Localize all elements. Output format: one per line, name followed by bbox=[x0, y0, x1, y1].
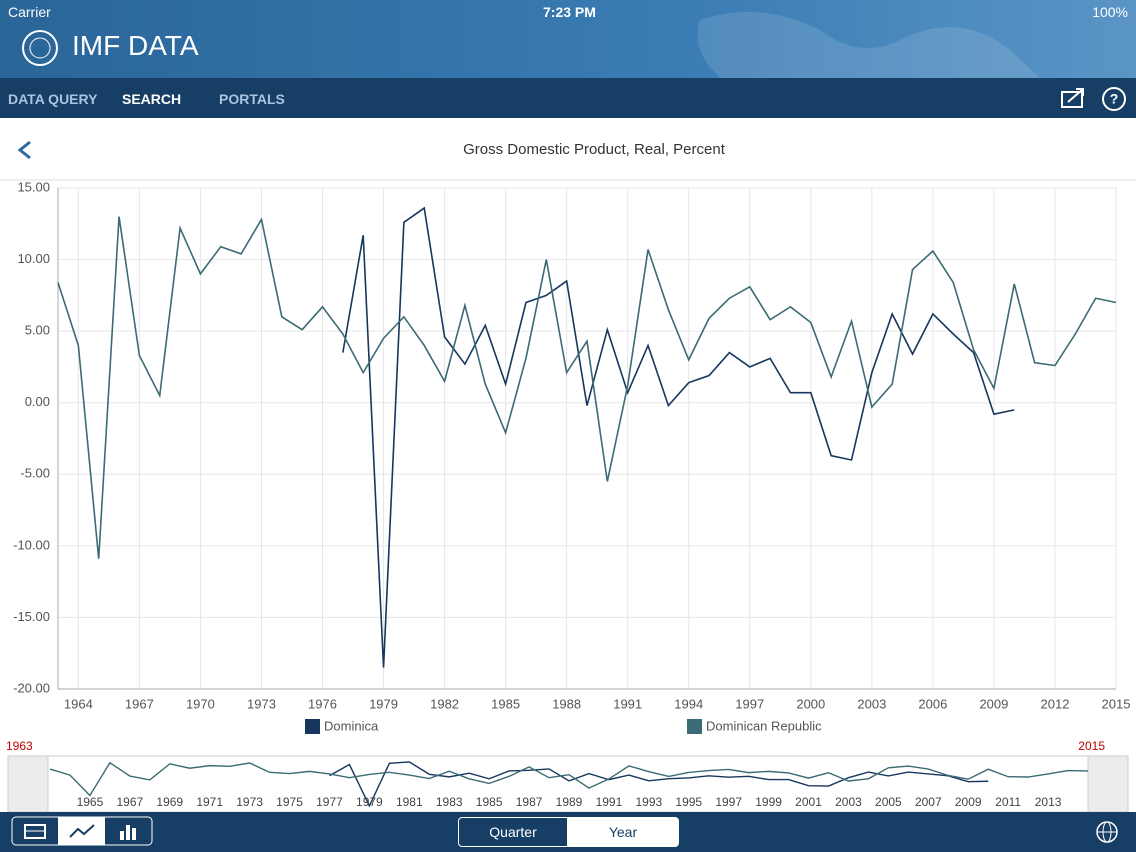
map-decoration bbox=[697, 12, 1040, 78]
imf-logo bbox=[22, 30, 58, 66]
x-tick-label: 2015 bbox=[1102, 696, 1131, 711]
line-view-button[interactable] bbox=[69, 824, 95, 838]
nav-bar: DATA QUERY SEARCH PORTALS ? bbox=[0, 78, 1136, 118]
navigator-tick-label: 2003 bbox=[835, 795, 862, 809]
back-button[interactable] bbox=[17, 140, 31, 160]
carrier: Carrier bbox=[8, 4, 51, 20]
navigator-tick-label: 1987 bbox=[516, 795, 543, 809]
table-view-button[interactable] bbox=[24, 824, 46, 839]
nav-tab[interactable]: SEARCH bbox=[122, 91, 182, 107]
imf-logo-inner bbox=[29, 37, 51, 59]
legend-label: Dominican Republic bbox=[706, 718, 822, 733]
y-tick-label: 0.00 bbox=[25, 394, 50, 409]
share-button[interactable] bbox=[1061, 88, 1084, 108]
chart-title: Gross Domestic Product, Real, Percent bbox=[463, 141, 726, 158]
y-tick-label: -20.00 bbox=[13, 680, 50, 695]
chart-area: Gross Domestic Product, Real, Percent 19… bbox=[0, 140, 1136, 812]
legend-swatch bbox=[305, 719, 320, 734]
header-graphics bbox=[22, 12, 1040, 78]
x-tick-label: 1964 bbox=[64, 696, 93, 711]
navigator-tick-label: 1983 bbox=[436, 795, 463, 809]
navigator-tick-label: 1967 bbox=[116, 795, 143, 809]
navigator-handle[interactable] bbox=[1087, 755, 1129, 812]
navigator-tick-label: 1993 bbox=[635, 795, 662, 809]
navigator-tick-label: 2001 bbox=[795, 795, 822, 809]
y-tick-label: 10.00 bbox=[17, 251, 50, 266]
navigator-tick-label: 2009 bbox=[955, 795, 982, 809]
x-tick-label: 1994 bbox=[674, 696, 703, 711]
navigator-handle[interactable] bbox=[7, 755, 49, 812]
navigator-tick-label: 1971 bbox=[196, 795, 223, 809]
period-button[interactable]: Quarter bbox=[458, 817, 568, 847]
navigator-tick-label: 1999 bbox=[755, 795, 782, 809]
toolbar: Quarter Year bbox=[0, 812, 1136, 852]
navigator-tick-label: 1977 bbox=[316, 795, 343, 809]
x-tick-label: 1985 bbox=[491, 696, 520, 711]
x-tick-label: 2000 bbox=[796, 696, 825, 711]
legend-label: Dominica bbox=[324, 718, 379, 733]
navigator-start: 1963 bbox=[6, 739, 33, 753]
navigator-tick-label: 1981 bbox=[396, 795, 423, 809]
navigator-tick-label: 1969 bbox=[156, 795, 183, 809]
y-tick-label: -5.00 bbox=[20, 466, 50, 481]
x-tick-label: 1991 bbox=[613, 696, 642, 711]
navigator-tick-label: 1997 bbox=[715, 795, 742, 809]
x-tick-label: 2003 bbox=[857, 696, 886, 711]
navigator-tick-label: 1973 bbox=[236, 795, 263, 809]
bar-view-button[interactable] bbox=[120, 825, 136, 840]
y-tick-label: -15.00 bbox=[13, 609, 50, 624]
x-tick-label: 2009 bbox=[979, 696, 1008, 711]
clock: 7:23 PM bbox=[543, 4, 596, 20]
battery: 100% bbox=[1092, 4, 1128, 20]
navigator-end: 2015 bbox=[1078, 739, 1105, 753]
header: Carrier 7:23 PM 100% IMF DATA bbox=[0, 0, 1136, 78]
navigator-tick-label: 1965 bbox=[77, 795, 104, 809]
navigator-line bbox=[49, 761, 1089, 797]
series-line bbox=[342, 206, 1015, 668]
app-title: IMF DATA bbox=[72, 30, 199, 61]
x-tick-label: 1973 bbox=[247, 696, 276, 711]
period-button[interactable]: Year bbox=[567, 817, 679, 847]
x-tick-label: 1970 bbox=[186, 696, 215, 711]
navigator-tick-label: 1979 bbox=[356, 795, 383, 809]
plot-background bbox=[57, 187, 1117, 690]
navigator-tick-label: 2005 bbox=[875, 795, 902, 809]
series-line bbox=[57, 216, 1117, 559]
navigator-tick-label: 2011 bbox=[995, 795, 1021, 809]
y-tick-label: 15.00 bbox=[17, 179, 50, 194]
navigator-tick-label: 2007 bbox=[915, 795, 942, 809]
x-tick-label: 1997 bbox=[735, 696, 764, 711]
view-switcher bbox=[11, 816, 153, 846]
navigator-tick-label: 1975 bbox=[276, 795, 303, 809]
nav-tab[interactable]: PORTALS bbox=[219, 91, 285, 107]
navigator-tick-label: 1995 bbox=[675, 795, 702, 809]
navigator-tick-label: 1991 bbox=[596, 795, 623, 809]
nav-tab[interactable]: DATA QUERY bbox=[8, 91, 98, 107]
legend-swatch bbox=[687, 719, 702, 734]
x-tick-label: 2012 bbox=[1041, 696, 1070, 711]
y-tick-label: -10.00 bbox=[13, 537, 50, 552]
navigator-tick-label: 2013 bbox=[1035, 795, 1062, 809]
x-tick-label: 1979 bbox=[369, 696, 398, 711]
svg-text:?: ? bbox=[1110, 91, 1119, 107]
help-button[interactable]: ? bbox=[1102, 87, 1126, 111]
x-tick-label: 1982 bbox=[430, 696, 459, 711]
x-tick-label: 1988 bbox=[552, 696, 581, 711]
x-tick-label: 2006 bbox=[918, 696, 947, 711]
nav-icons: ? bbox=[1061, 87, 1126, 111]
y-tick-label: 5.00 bbox=[25, 323, 50, 338]
navigator-tick-label: 1985 bbox=[476, 795, 503, 809]
x-tick-label: 1967 bbox=[125, 696, 154, 711]
globe-button[interactable] bbox=[1093, 818, 1123, 848]
navigator-tick-label: 1989 bbox=[556, 795, 583, 809]
x-tick-label: 1976 bbox=[308, 696, 337, 711]
